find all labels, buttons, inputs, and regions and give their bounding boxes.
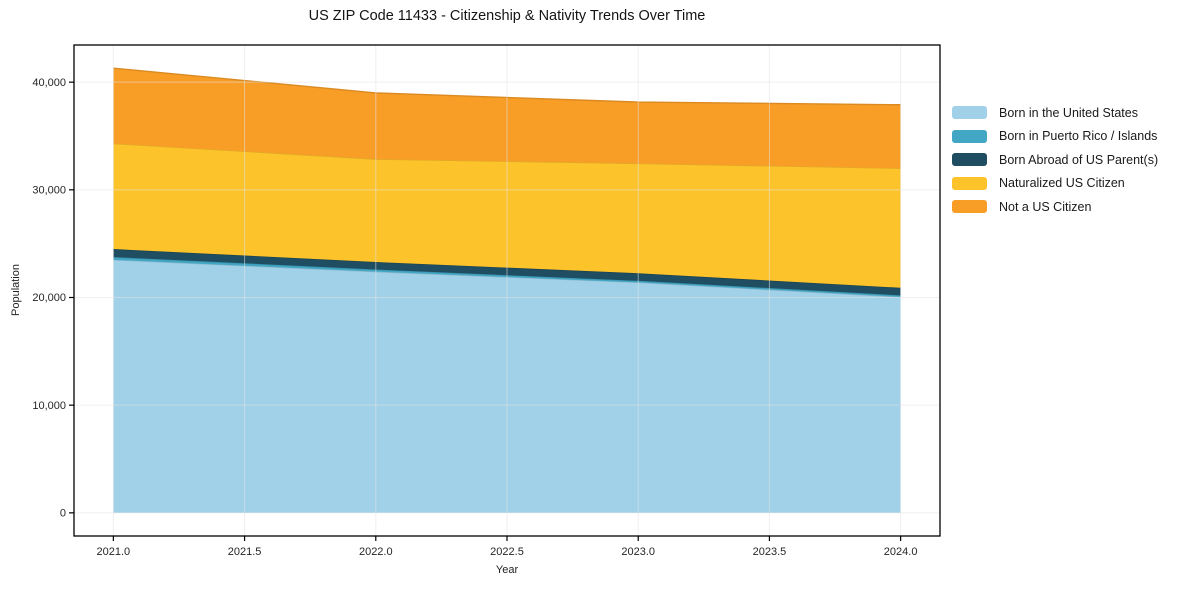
legend-item-born-in-puerto-rico-islands: Born in Puerto Rico / Islands xyxy=(952,125,1158,149)
x-tick-label: 2021.5 xyxy=(228,546,262,558)
legend-swatch-icon xyxy=(952,129,987,143)
legend-swatch-icon xyxy=(952,176,987,190)
y-tick-label: 10,000 xyxy=(32,400,66,412)
legend-swatch-icon xyxy=(952,153,987,167)
x-tick-label: 2023.0 xyxy=(621,546,655,558)
legend-label: Born in the United States xyxy=(999,105,1138,120)
x-axis-label: Year xyxy=(495,564,519,576)
legend-label: Naturalized US Citizen xyxy=(999,176,1125,191)
y-axis-label: Population xyxy=(10,264,22,316)
legend-item-born-in-the-united-states: Born in the United States xyxy=(952,101,1158,125)
y-tick-label: 0 xyxy=(60,507,66,519)
y-tick-label: 30,000 xyxy=(32,184,66,196)
legend-swatch-icon xyxy=(952,200,987,214)
legend-item-not-a-us-citizen: Not a US Citizen xyxy=(952,195,1158,219)
legend-label: Not a US Citizen xyxy=(999,199,1092,214)
legend-item-naturalized-us-citizen: Naturalized US Citizen xyxy=(952,172,1158,196)
y-tick-label: 40,000 xyxy=(32,77,66,89)
x-tick-label: 2022.0 xyxy=(359,546,393,558)
legend-label: Born in Puerto Rico / Islands xyxy=(999,129,1158,144)
legend-swatch-icon xyxy=(952,106,987,120)
x-tick-label: 2024.0 xyxy=(884,546,918,558)
x-tick-label: 2022.5 xyxy=(490,546,524,558)
legend: Born in the United States Born in Puerto … xyxy=(952,101,1158,219)
legend-label: Born Abroad of US Parent(s) xyxy=(999,152,1159,167)
x-tick-label: 2021.0 xyxy=(97,546,131,558)
legend-item-born-abroad-of-us-parent-s: Born Abroad of US Parent(s) xyxy=(952,148,1158,172)
y-tick-label: 20,000 xyxy=(32,292,66,304)
chart-title: US ZIP Code 11433 - Citizenship & Nativi… xyxy=(308,8,706,24)
x-tick-label: 2023.5 xyxy=(753,546,787,558)
